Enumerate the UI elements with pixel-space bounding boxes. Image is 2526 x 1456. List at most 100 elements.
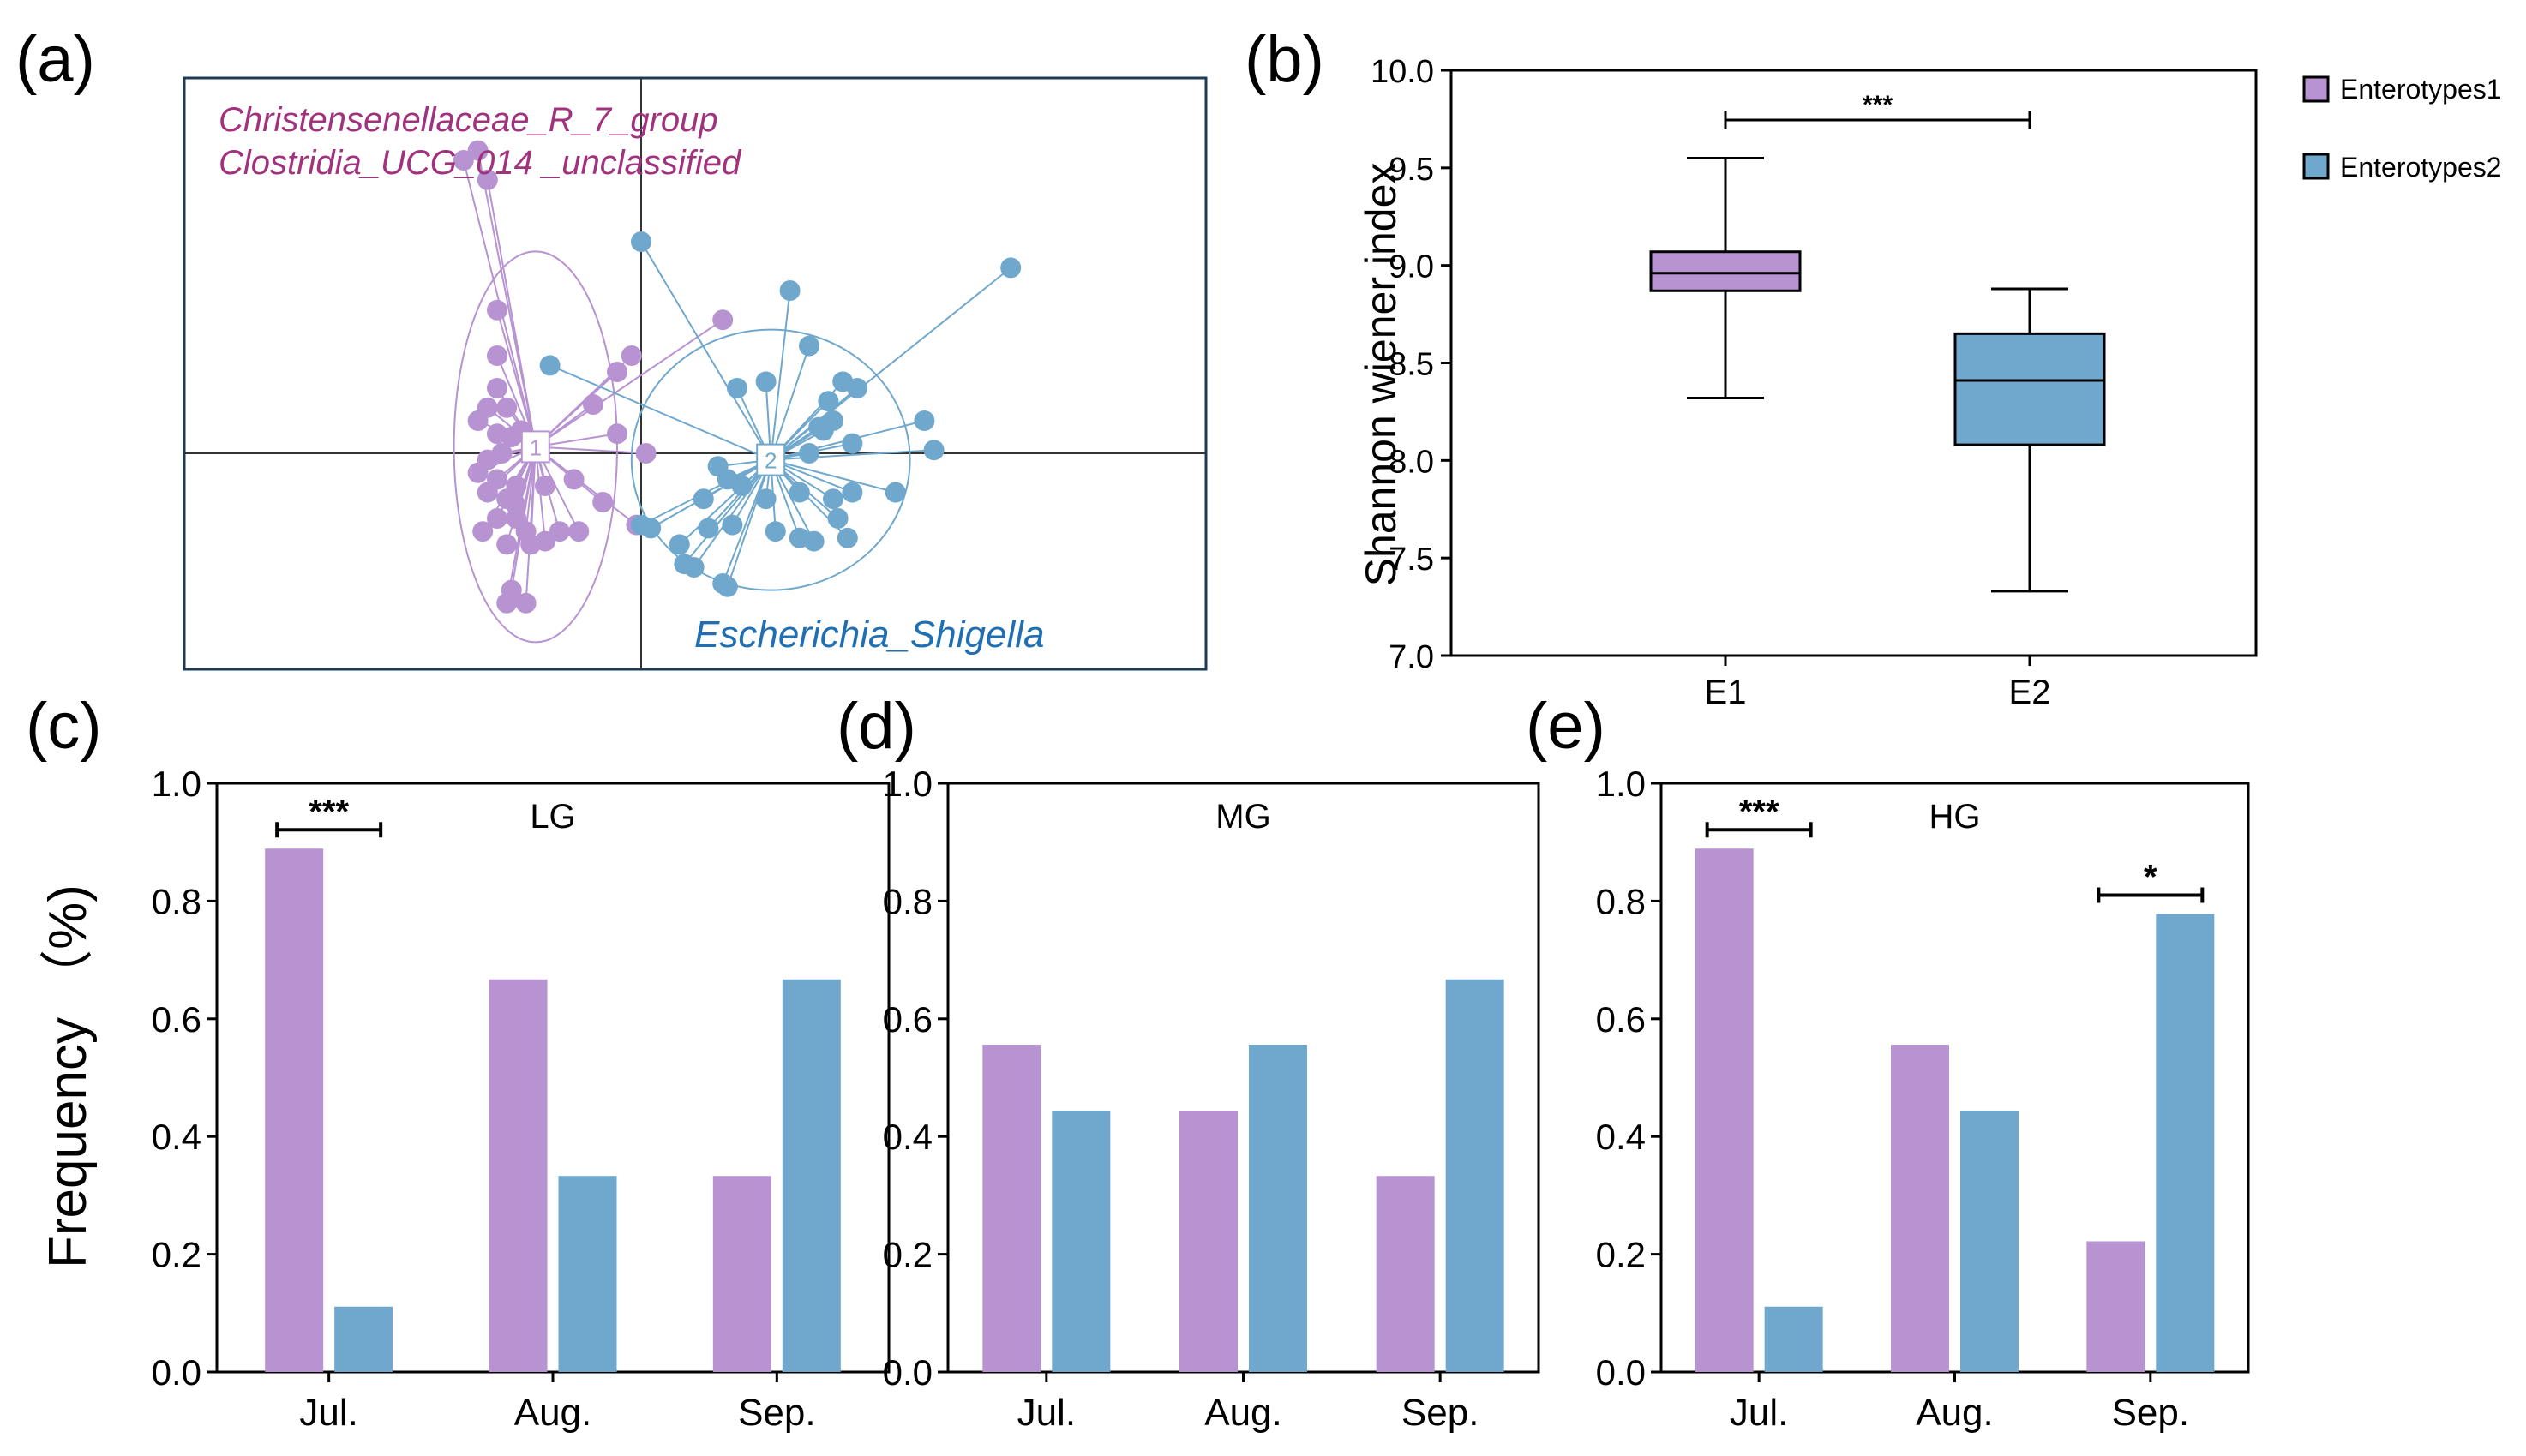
y-tick-label: 7.5	[1389, 542, 1434, 578]
point-enterotype2-36	[717, 576, 738, 597]
y-tick-label: 0.2	[1596, 1235, 1646, 1275]
point-enterotype1-30	[549, 521, 570, 542]
annotation-christensenellaceae: Christensenellaceae_R_7_group	[219, 101, 718, 139]
bar-Enterotypes1-Sep.	[712, 1176, 771, 1372]
point-enterotype2-7	[847, 378, 867, 398]
frequency-ylabel: Frequency （%)	[39, 884, 98, 1268]
point-enterotype1-4	[487, 345, 507, 366]
point-enterotype2-13	[914, 410, 935, 431]
x-tick-label-Jul.: Jul.	[299, 1392, 357, 1434]
centroid-box-1	[520, 430, 550, 464]
significance-label: *	[2144, 859, 2157, 896]
y-tick-label: 0.8	[1596, 881, 1646, 921]
y-tick-label: 0.8	[152, 881, 201, 921]
point-enterotype1-36	[607, 423, 627, 445]
y-tick-label: 0.4	[152, 1117, 201, 1157]
point-enterotype2-20	[755, 488, 777, 510]
bar-Enterotypes1-Aug.	[489, 979, 548, 1372]
point-enterotype2-3	[799, 335, 819, 357]
chart-title: HG	[1929, 798, 1981, 836]
bar-Enterotypes1-Sep.	[2086, 1241, 2145, 1372]
x-tick-label-Aug.: Aug.	[1204, 1392, 1282, 1434]
point-enterotype2-28	[765, 521, 786, 542]
point-enterotype1-1	[467, 140, 489, 161]
point-enterotype1-22	[496, 534, 518, 555]
point-enterotype1-31	[568, 521, 590, 542]
point-enterotype1-15	[477, 482, 498, 503]
bar-Enterotypes2-Jul.	[1764, 1306, 1823, 1372]
point-enterotype2-27	[722, 514, 743, 536]
chart-title: MG	[1215, 798, 1270, 836]
bar-Enterotypes2-Jul.	[1052, 1110, 1111, 1372]
y-tick-label: 7.0	[1389, 639, 1434, 675]
point-enterotype1-3	[487, 299, 507, 321]
y-tick-label: 0.6	[1596, 999, 1646, 1040]
y-tick-label: 0.0	[883, 1352, 933, 1393]
spoke-1-2	[486, 179, 537, 447]
legend-swatch-enterotypes2	[2302, 153, 2330, 180]
point-enterotype1-28	[535, 476, 555, 496]
box-E1	[1649, 250, 1802, 292]
y-tick-label: 8.0	[1389, 444, 1434, 480]
point-enterotype2-34	[683, 557, 705, 578]
spoke-2-2	[770, 290, 791, 460]
bar-Enterotypes2-Aug.	[558, 1176, 617, 1372]
y-tick-label: 9.5	[1389, 152, 1434, 188]
spoke-2-24	[770, 458, 897, 494]
significance-label: ***	[309, 793, 349, 830]
y-tick-label: 0.0	[152, 1352, 201, 1393]
annotation-escherichia: Escherichia_Shigella	[694, 614, 1044, 656]
chart-title: LG	[530, 798, 575, 836]
point-enterotype2-22	[823, 488, 843, 510]
significance-label: ***	[1739, 793, 1779, 830]
spoke-2-36	[726, 459, 772, 588]
panel-label-b: (b)	[1245, 23, 1324, 96]
point-enterotype1-12	[467, 462, 489, 483]
point-enterotype2-24	[885, 482, 906, 503]
point-enterotype2-39	[799, 443, 819, 464]
panel-b-boxplot: Shannon wiener index 7.0 7.5 8.0 8.5 9.0 9.5 1…	[1357, 54, 2502, 711]
panel-label-c: (c)	[26, 690, 102, 763]
x-tick-label-Jul.: Jul.	[1730, 1392, 1788, 1434]
y-tick-label: 0.8	[883, 881, 933, 921]
point-enterotype1-29	[563, 469, 585, 490]
y-tick-label: 0.2	[152, 1235, 201, 1275]
point-enterotype1-41	[491, 443, 513, 464]
point-enterotype2-14	[923, 440, 945, 461]
panel-label-a: (a)	[15, 23, 95, 96]
spoke-2-14	[771, 449, 934, 461]
x-tick-label-Sep.: Sep.	[738, 1392, 816, 1434]
legend-swatch-enterotypes1	[2302, 75, 2330, 103]
spoke-1-3	[496, 309, 537, 447]
y-tick-label: 1.0	[1596, 764, 1646, 804]
x-tick-label-Aug.: Aug.	[1916, 1392, 1994, 1434]
bar-Enterotypes2-Aug.	[1249, 1045, 1307, 1372]
spoke-2-15	[770, 267, 1011, 461]
point-enterotype2-38	[640, 518, 662, 539]
bar-Enterotypes2-Sep.	[2156, 914, 2215, 1372]
point-enterotype2-1	[539, 355, 561, 376]
point-enterotype2-23	[842, 482, 863, 503]
spoke-2-35	[722, 459, 772, 584]
panel-a-scatter: 1 2 Christensenellaceae_R_7_group Clostri…	[183, 76, 1208, 671]
panel-a-frame	[183, 76, 1208, 671]
spoke-1-37	[535, 446, 646, 454]
ellipse-enterotype1	[453, 250, 618, 644]
point-enterotype2-19	[693, 488, 714, 510]
y-tick-label: 0.4	[883, 1117, 933, 1157]
point-enterotype2-30	[803, 530, 825, 552]
bar-Enterotypes2-Jul.	[334, 1306, 393, 1372]
point-enterotype1-39	[712, 309, 734, 331]
panel-c-barchart: 0.0 0.2 0.4 0.6 0.8 1.0 LG Jul. Aug. Sep. ***	[152, 764, 891, 1434]
y-tick-label: 0.0	[1596, 1352, 1646, 1393]
point-enterotype1-18	[487, 508, 507, 529]
point-enterotype1-34	[607, 362, 627, 382]
centroid-label-1: 1	[530, 434, 542, 460]
spoke-1-39	[535, 319, 723, 448]
point-enterotype1-37	[635, 443, 657, 464]
point-enterotype2-0	[631, 231, 651, 252]
bar-Enterotypes1-Aug.	[1179, 1110, 1238, 1372]
centroid-label-2: 2	[765, 448, 777, 474]
bar-Enterotypes2-Aug.	[1960, 1110, 2019, 1372]
